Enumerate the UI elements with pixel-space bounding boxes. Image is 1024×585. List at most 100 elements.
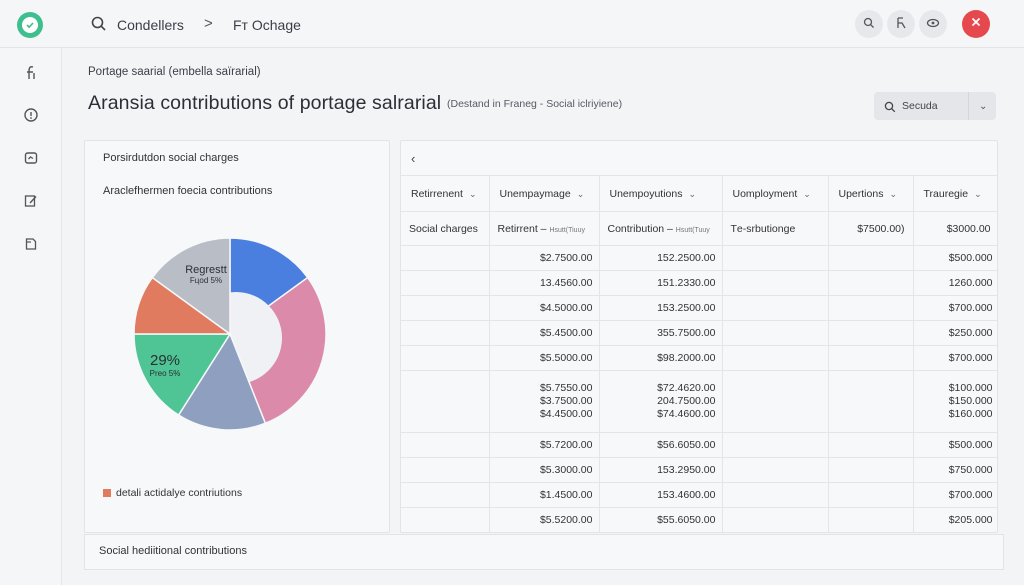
table-cell xyxy=(722,482,829,508)
table-cell xyxy=(722,507,829,532)
table-cell: Contribution – Hsutt(Tuuy xyxy=(599,211,723,246)
table-cell xyxy=(722,432,829,458)
column-header[interactable]: Unempaymage ⌄ xyxy=(489,175,600,212)
table-cell xyxy=(828,295,914,321)
table-subheader-row: Social charges Retirrent – Hsutt(Tiuuy C… xyxy=(401,211,997,246)
table-row[interactable]: $5.7200.00 $56.6050.00 $500.000 xyxy=(401,432,997,458)
close-icon xyxy=(970,15,982,33)
check-icon xyxy=(22,17,38,33)
table-cell xyxy=(828,370,914,433)
table-cell: $5.5000.00 xyxy=(489,345,600,371)
table-row[interactable]: $5.7550.00 $3.7500.00 $4.4500.00 $72.4620… xyxy=(401,370,997,433)
breadcrumb-item[interactable]: Condellers xyxy=(117,17,184,33)
toolbar-search-button[interactable] xyxy=(855,10,883,38)
chart-subheading: Araclefhermen foecia contributions xyxy=(103,185,273,197)
pie-slice-green[interactable] xyxy=(133,333,232,417)
edit-icon[interactable] xyxy=(22,192,40,210)
table-cell xyxy=(828,507,914,532)
table-cell xyxy=(722,245,829,271)
table-cell: $5.7550.00 $3.7500.00 $4.4500.00 xyxy=(489,370,600,433)
toolbar-filter-button[interactable] xyxy=(887,10,915,38)
column-header[interactable]: Unempoyutions ⌄ xyxy=(599,175,723,212)
table-row[interactable]: $5.4500.00 355.7500.00 $250.000 xyxy=(401,320,997,346)
column-header[interactable]: Trauregie ⌄ xyxy=(913,175,997,212)
chart-heading: Porsirdutdon social charges xyxy=(103,152,239,164)
view-icon xyxy=(926,17,940,32)
table-cell: $1.4500.00 xyxy=(489,482,600,508)
table-row[interactable]: $1.4500.00 153.4600.00 $700.000 xyxy=(401,482,997,508)
table-cell: $205.000 xyxy=(913,507,997,532)
table-cell xyxy=(401,507,490,532)
table-cell: Social charges xyxy=(401,211,490,246)
table-row[interactable]: $2.7500.00 152.2500.00 $500.000 xyxy=(401,245,997,271)
footer-panel: Social hediitional contributions xyxy=(84,534,1004,570)
top-bar: Condellers > Fт Ochage xyxy=(0,0,1024,48)
chevron-down-icon: ⌄ xyxy=(468,188,477,199)
page-subtitle: Portage saarial (embella saïrarial) xyxy=(88,66,261,78)
table-cell: $700.000 xyxy=(913,482,997,508)
chevron-down-icon: ⌄ xyxy=(889,188,897,199)
table-row[interactable]: $5.5000.00 $98.2000.00 $700.000 xyxy=(401,345,997,371)
table-cell xyxy=(828,270,914,296)
table-cell: 355.7500.00 xyxy=(599,320,723,346)
filter-icon xyxy=(895,16,907,32)
search-divider xyxy=(968,92,969,120)
pie-slice-slate[interactable] xyxy=(177,332,267,431)
chevron-down-icon: ⌄ xyxy=(974,188,982,199)
alert-icon[interactable] xyxy=(22,106,40,124)
toolbar-view-button[interactable] xyxy=(919,10,947,38)
pie-chart: Regrestt Fцod 5% 29% Preo 5% xyxy=(133,237,327,431)
function-icon[interactable] xyxy=(22,64,40,82)
table-row[interactable]: $5.3000.00 153.2950.00 $750.000 xyxy=(401,457,997,483)
table-cell xyxy=(401,482,490,508)
table-cell xyxy=(722,295,829,321)
table-row[interactable]: 13.4560.00 151.2330.00 1260.000 xyxy=(401,270,997,296)
pie-label-regrest: Regrestt xyxy=(185,264,227,276)
table-row[interactable]: $4.5000.00 153.2500.00 $700.000 xyxy=(401,295,997,321)
pie-slice-gray[interactable] xyxy=(151,237,231,336)
footer-label: Social hediitional contributions xyxy=(99,545,247,557)
table-cell xyxy=(401,270,490,296)
table-cell xyxy=(401,320,490,346)
table-row[interactable]: $5.5200.00 $55.6050.00 $205.000 xyxy=(401,507,997,532)
chart-panel: Porsirdutdon social charges Araclefherme… xyxy=(84,140,390,533)
dashboard-icon[interactable] xyxy=(22,149,40,167)
table-cell: 152.2500.00 xyxy=(599,245,723,271)
table-cell xyxy=(722,345,829,371)
table-cell: $500.000 xyxy=(913,245,997,271)
column-header[interactable]: Uomployment ⌄ xyxy=(722,175,829,212)
chevron-down-icon: ⌄ xyxy=(688,188,697,199)
breadcrumb-separator: > xyxy=(204,15,213,32)
table-cell: 13.4560.00 xyxy=(489,270,600,296)
close-button[interactable] xyxy=(962,10,990,38)
breadcrumb-current[interactable]: Fт Ochage xyxy=(233,17,301,33)
search-icon[interactable] xyxy=(90,15,108,33)
table-cell: $56.6050.00 xyxy=(599,432,723,458)
chevron-down-icon: ⌄ xyxy=(803,188,811,199)
table-cell: $4.5000.00 xyxy=(489,295,600,321)
table-cell xyxy=(722,457,829,483)
back-chevron-icon[interactable]: ‹ xyxy=(411,151,416,166)
search-label: Secuda xyxy=(902,100,938,112)
table-cell: $5.7200.00 xyxy=(489,432,600,458)
column-header[interactable]: Retirrenent ⌄ xyxy=(401,175,490,212)
pie-label-green-sub: Preo 5% xyxy=(150,369,181,378)
chevron-down-icon[interactable]: ⌄ xyxy=(979,100,988,112)
table-cell: 1260.000 xyxy=(913,270,997,296)
table-cell: $5.5200.00 xyxy=(489,507,600,532)
document-icon[interactable] xyxy=(22,235,40,253)
table-cell xyxy=(722,270,829,296)
table-cell: 153.2950.00 xyxy=(599,457,723,483)
table-cell xyxy=(828,320,914,346)
search-dropdown[interactable]: Secuda ⌄ xyxy=(874,92,996,120)
table-cell xyxy=(401,245,490,271)
pie-label-green-percent: 29% xyxy=(150,352,180,369)
table-cell: $700.000 xyxy=(913,345,997,371)
table-cell: $7500.00) xyxy=(828,211,914,246)
column-header[interactable]: Upertions ⌄ xyxy=(828,175,914,212)
table-cell: $5.4500.00 xyxy=(489,320,600,346)
app-logo[interactable] xyxy=(17,12,43,38)
table-cell: $250.000 xyxy=(913,320,997,346)
table-cell xyxy=(722,370,829,433)
